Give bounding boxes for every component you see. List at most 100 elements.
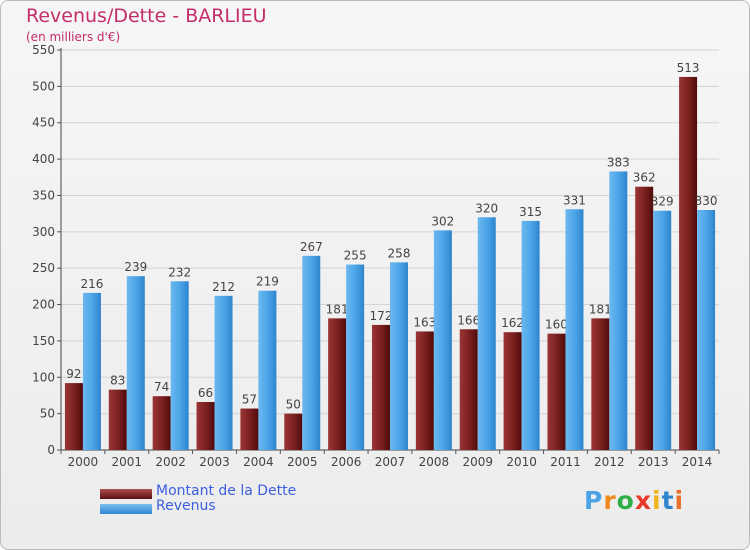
y-tick-label: 250 [32, 261, 55, 275]
data-label-revenus-2002: 232 [168, 265, 191, 279]
logo-letter: x [634, 486, 652, 515]
x-tick-label: 2002 [155, 455, 186, 469]
y-tick-label: 500 [32, 79, 55, 93]
data-label-dette-2000: 92 [66, 367, 81, 381]
bar-revenus-2007 [390, 262, 408, 450]
y-tick-label: 400 [32, 152, 55, 166]
y-tick-label: 550 [32, 43, 55, 57]
data-label-dette-2011: 160 [545, 318, 568, 332]
data-label-dette-2007: 172 [370, 309, 393, 323]
logo-letter: t [661, 486, 675, 515]
y-tick-label: 350 [32, 188, 55, 202]
legend-swatch-revenus [100, 504, 152, 514]
data-label-revenus-2008: 302 [431, 214, 454, 228]
x-tick-label: 2009 [462, 455, 493, 469]
data-label-dette-2005: 50 [286, 398, 301, 412]
legend-swatch-dette [100, 489, 152, 499]
logo-letter: i [674, 486, 685, 515]
bar-dette-2012 [591, 318, 610, 450]
bar-revenus-2002 [170, 281, 189, 450]
data-label-revenus-2007: 258 [388, 246, 411, 260]
x-tick-label: 2005 [287, 455, 318, 469]
logo-letter: P [584, 486, 604, 515]
bar-dette-2011 [547, 333, 566, 450]
data-label-revenus-2001: 239 [124, 260, 147, 274]
data-label-revenus-2003: 212 [212, 280, 235, 294]
chart-title: Revenus/Dette - BARLIEU [26, 5, 267, 27]
bar-revenus-2008 [433, 230, 452, 450]
y-tick-label: 0 [47, 443, 55, 457]
x-tick-label: 2006 [331, 455, 362, 469]
bar-dette-2005 [284, 413, 303, 450]
chart-subtitle: (en milliers d'€) [26, 30, 121, 44]
proxiti-logo: Proxiti [584, 486, 684, 515]
data-label-dette-2014: 513 [677, 61, 700, 75]
bar-revenus-2009 [477, 217, 496, 450]
data-label-revenus-2010: 315 [519, 205, 542, 219]
x-tick-label: 2008 [419, 455, 450, 469]
data-label-revenus-2013: 329 [651, 195, 674, 209]
x-tick-label: 2014 [682, 455, 713, 469]
bar-dette-2009 [459, 329, 478, 450]
data-label-dette-2012: 181 [589, 302, 612, 316]
bar-revenus-2001 [126, 276, 145, 450]
bar-dette-2008 [415, 331, 434, 450]
data-label-revenus-2014: 330 [695, 194, 718, 208]
data-label-revenus-2012: 383 [607, 155, 630, 169]
y-tick-label: 50 [40, 407, 55, 421]
bar-dette-2013 [635, 186, 654, 450]
data-label-dette-2013: 362 [633, 171, 656, 185]
bar-revenus-2004 [258, 290, 277, 450]
bar-revenus-2010 [521, 220, 540, 450]
bar-revenus-2005 [302, 255, 321, 450]
bar-revenus-2014 [697, 210, 716, 450]
bar-dette-2004 [240, 408, 259, 450]
data-label-dette-2004: 57 [242, 393, 257, 407]
bar-dette-2010 [503, 332, 522, 450]
data-label-revenus-2005: 267 [300, 240, 323, 254]
data-label-revenus-2006: 255 [344, 249, 367, 263]
bar-revenus-2012 [609, 171, 628, 451]
x-tick-label: 2013 [638, 455, 669, 469]
logo-letter: i [652, 486, 662, 515]
bar-dette-2014 [679, 76, 698, 450]
data-label-dette-2001: 83 [110, 374, 125, 388]
data-label-revenus-2000: 216 [80, 277, 103, 291]
data-label-dette-2008: 163 [413, 315, 436, 329]
data-label-dette-2003: 66 [198, 386, 213, 400]
bar-dette-2006 [328, 318, 347, 450]
data-label-dette-2009: 166 [457, 313, 480, 327]
x-tick-label: 2007 [375, 455, 406, 469]
legend-label-dette: Montant de la Dette [156, 483, 297, 499]
x-tick-label: 2011 [550, 455, 581, 469]
logo-letter: o [616, 486, 635, 515]
x-tick-label: 2010 [506, 455, 537, 469]
bar-revenus-2013 [653, 210, 672, 450]
bar-revenus-2006 [346, 264, 365, 450]
bar-dette-2001 [108, 389, 127, 450]
data-label-dette-2010: 162 [501, 316, 524, 330]
data-label-dette-2006: 181 [326, 302, 349, 316]
bar-dette-2003 [196, 402, 215, 450]
data-label-revenus-2009: 320 [475, 201, 498, 215]
y-tick-label: 300 [32, 225, 55, 239]
bar-dette-2002 [152, 396, 171, 450]
y-tick-label: 200 [32, 298, 55, 312]
bar-revenus-2011 [565, 209, 584, 450]
x-tick-label: 2000 [68, 455, 99, 469]
legend-label-revenus: Revenus [156, 498, 216, 514]
data-label-dette-2002: 74 [154, 380, 169, 394]
logo-letter: r [603, 486, 617, 515]
x-tick-label: 2004 [243, 455, 274, 469]
y-tick-label: 450 [32, 116, 55, 130]
bar-revenus-2000 [82, 292, 101, 450]
x-tick-label: 2001 [112, 455, 143, 469]
y-tick-label: 100 [32, 370, 55, 384]
x-tick-label: 2012 [594, 455, 625, 469]
bar-revenus-2003 [214, 295, 233, 450]
bar-dette-2000 [64, 383, 83, 450]
bar-dette-2007 [372, 324, 390, 450]
y-tick-label: 150 [32, 334, 55, 348]
x-tick-label: 2003 [199, 455, 230, 469]
